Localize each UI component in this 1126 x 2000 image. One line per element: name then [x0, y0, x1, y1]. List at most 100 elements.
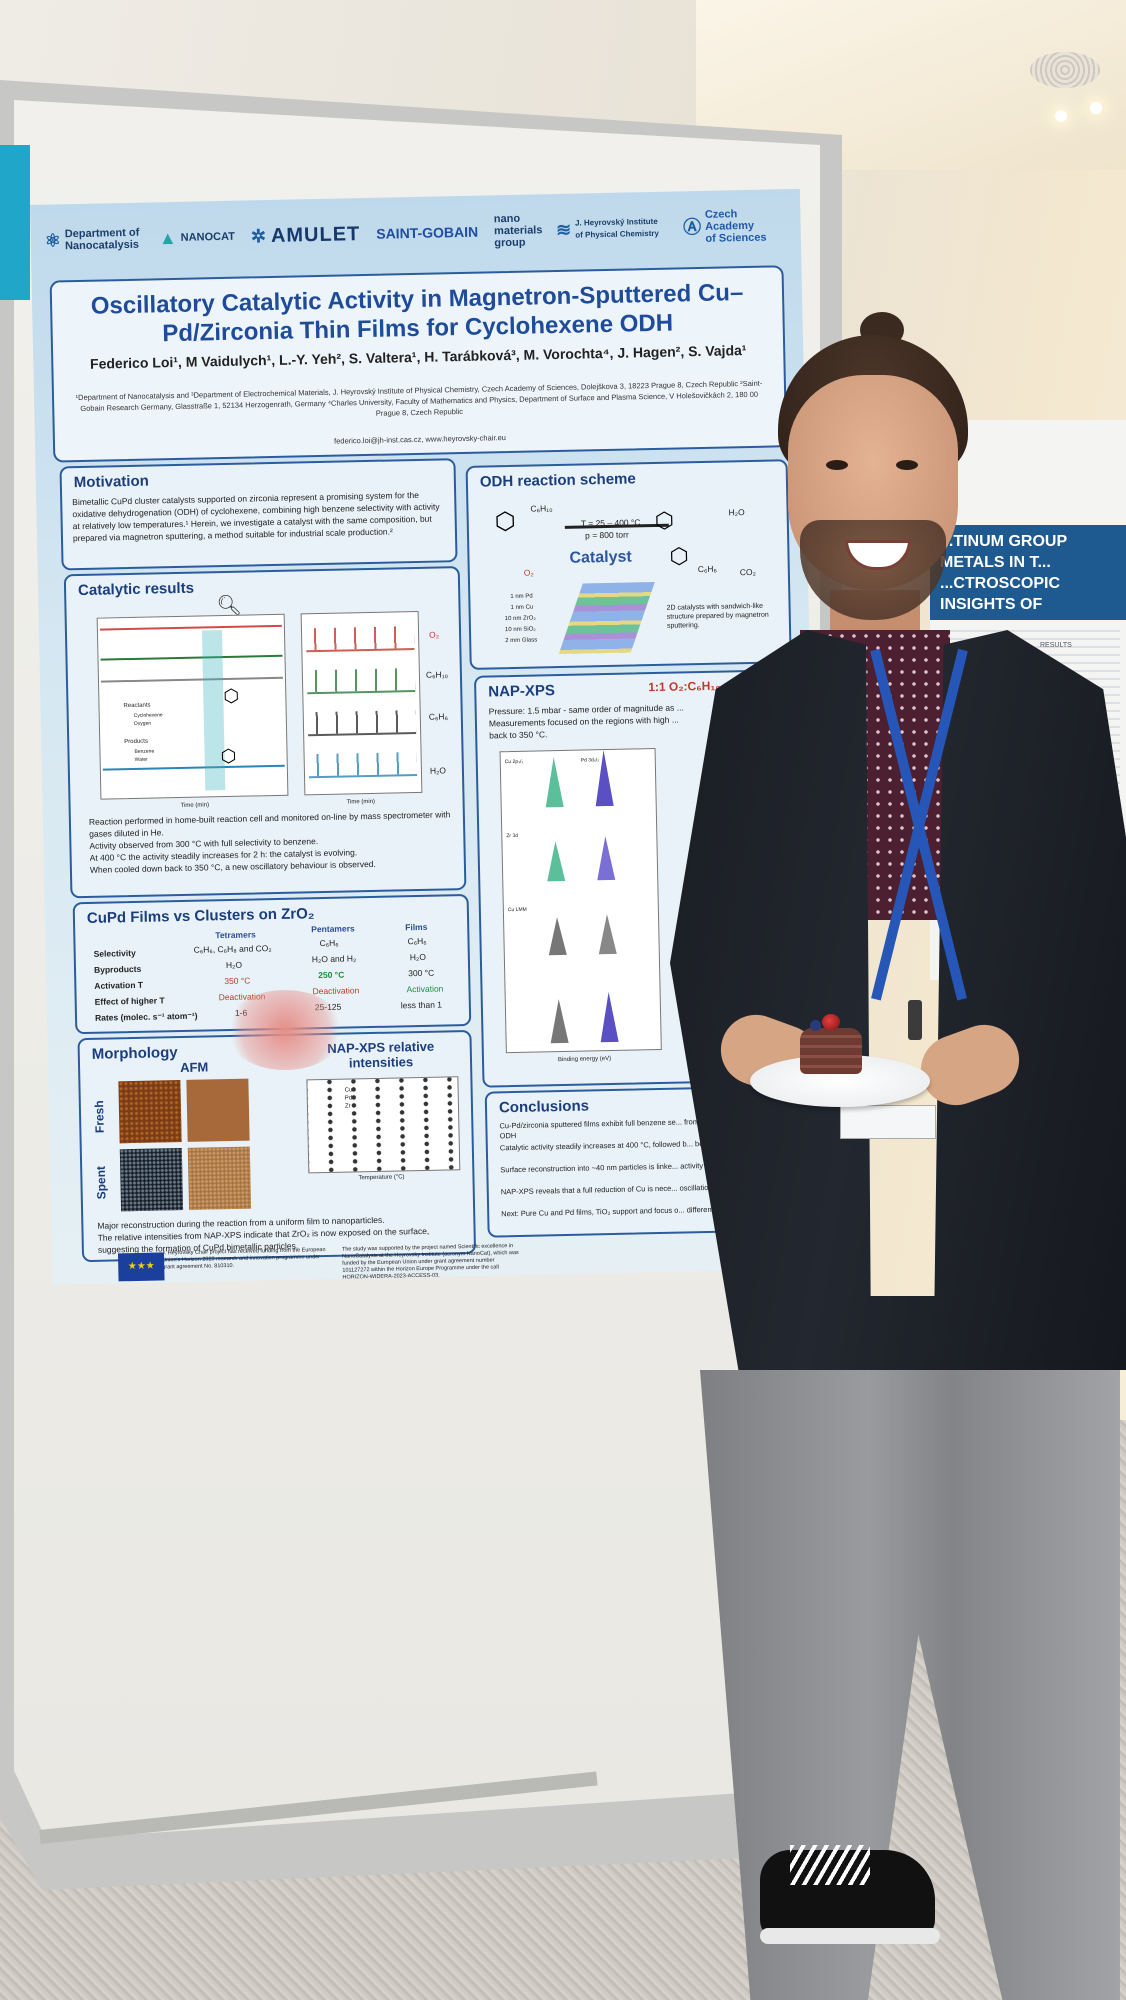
triangle-icon: ▲: [158, 227, 177, 249]
row-label-effect: Effect of higher T: [94, 995, 165, 1007]
beard: [800, 520, 946, 620]
presenter-person: [600, 312, 1126, 2000]
nap-legend-zr: Zr: [344, 1103, 351, 1110]
logo-nanocat-text: NANOCAT: [180, 230, 235, 244]
cupd-heading: CuPd Films vs Clusters on ZrO₂: [86, 905, 315, 927]
oxygen-trace: [100, 676, 283, 683]
logo-cas: Ⓐ Czech Academy of Sciences: [683, 208, 768, 246]
lanyard: [850, 648, 980, 1070]
row-label-byproducts: Byproducts: [93, 963, 142, 975]
xps-panel-label-2: Pd 3d₅/₂: [580, 757, 600, 764]
raspberry: [822, 1014, 840, 1030]
side-label-h2o: H₂O: [429, 765, 447, 776]
o2-oscillation: [305, 626, 415, 653]
oscillation-plot-xlabel: Time (min): [346, 798, 376, 806]
cell-selectivity-tetramers: C₆H₆, C₆H₈ and CO₂: [193, 943, 272, 955]
ceiling-lamp: [1090, 102, 1102, 114]
motivation-box: Motivation Bimetallic CuPd cluster catal…: [59, 458, 458, 571]
c6h6-oscillation: [307, 710, 417, 737]
xps-panel-label-3: Zr 3d: [506, 832, 519, 840]
afm-spent-image-1: [119, 1148, 184, 1212]
ceiling-lamp: [1055, 110, 1067, 122]
afm-fresh-image-2: [186, 1078, 250, 1142]
cell-effect-pentamers: Deactivation: [312, 985, 360, 997]
h2o-oscillation: [308, 752, 418, 779]
light-reflection: [225, 990, 345, 1070]
cell-selectivity-pentamers: C₆H₆: [319, 937, 339, 949]
logo-nanomaterials-text: nano materials group: [493, 212, 543, 250]
water-trace: [102, 764, 285, 771]
logo-saint-gobain: SAINT-GOBAIN: [376, 223, 479, 242]
temperature-trace: [99, 624, 282, 631]
conclusions-heading: Conclusions: [498, 1097, 590, 1117]
catalytic-results-box: Catalytic results 🔍︎ Reactants Products …: [63, 566, 467, 899]
second-poster-results: RESULTS: [1040, 642, 1072, 649]
nap-intensities-xlabel: Temperature (°C): [358, 1174, 405, 1182]
fresh-label: Fresh: [92, 1100, 107, 1134]
cell-rates-films: less than 1: [400, 999, 443, 1011]
col-pentamers: Pentamers: [311, 923, 355, 935]
cyclohexene-trace: [100, 654, 283, 661]
xps-peak: [548, 916, 567, 956]
blueberry: [810, 1020, 821, 1031]
nap-xps-heading: NAP-XPS: [488, 682, 556, 701]
activity-plot-xlabel: Time (min): [180, 802, 210, 809]
left-eye: [826, 460, 848, 470]
xps-peak: [549, 998, 569, 1044]
species-o2: O₂: [523, 567, 534, 578]
logo-amulet-text: AMULET: [270, 223, 361, 247]
afm-fresh-image-1: [118, 1080, 182, 1144]
eu-flag-icon: ★★★: [117, 1252, 165, 1282]
xps-panel-label-4: Cu LMM: [507, 906, 527, 914]
col-tetramers: Tetramers: [215, 929, 256, 941]
cell-activation-tetramers: 350 °C: [224, 975, 251, 987]
benzene-icon: ⬡: [223, 685, 240, 707]
logo-nanocat: ▲ NANOCAT: [158, 227, 235, 249]
motivation-heading: Motivation: [73, 472, 149, 492]
row-label-rates: Rates (molec. s⁻¹ atom⁻¹): [94, 1010, 198, 1023]
second-poster-title: ...TINUM GROUP METALS IN T... ...CTROSCO…: [930, 525, 1126, 620]
legend-water: Water: [134, 756, 148, 763]
lanyard-clip: [908, 1000, 922, 1040]
spent-label: Spent: [93, 1165, 109, 1200]
motivation-text: Bimetallic CuPd cluster catalysts suppor…: [72, 489, 440, 544]
activity-plot: Reactants Products Cyclohexene Oxygen Be…: [96, 613, 289, 800]
logo-cas-text: Czech Academy of Sciences: [704, 208, 767, 245]
logo-saint-gobain-text: SAINT-GOBAIN: [376, 223, 479, 242]
right-eye: [896, 460, 918, 470]
ceiling-vent: [1030, 52, 1100, 88]
chocolate-cake: [800, 1028, 862, 1074]
logo-nanomaterials: nano materials group: [493, 212, 543, 250]
nap-intensities-plot: [306, 1076, 461, 1174]
afm-heading: AFM: [179, 1059, 209, 1076]
cell-byproducts-pentamers: H₂O and H₂: [311, 953, 357, 965]
side-label-o2: O₂: [428, 629, 440, 640]
benzene-icon: ⬡: [220, 745, 237, 767]
cell-byproducts-tetramers: H₂O: [225, 959, 243, 971]
cell-activation-pentamers: 250 °C: [318, 969, 345, 981]
xps-peak: [544, 756, 564, 808]
name-badge: [840, 1105, 936, 1139]
cell-activation-films: 300 °C: [408, 967, 435, 979]
cell-effect-films: Activation: [406, 983, 444, 995]
morphology-heading: Morphology: [91, 1044, 178, 1063]
sneaker-laces: [790, 1845, 870, 1885]
afm-spent-image-2: [187, 1146, 252, 1210]
side-label-c6h6: C₆H₆: [428, 711, 449, 722]
network-icon: ✲: [250, 226, 268, 247]
catalytic-heading: Catalytic results: [77, 579, 195, 600]
cas-icon: Ⓐ: [682, 216, 702, 238]
logo-heyrovsky: ≋ J. Heyrovský Institute of Physical Che…: [556, 216, 668, 242]
legend-oxygen: Oxygen: [133, 720, 152, 727]
oscillation-plot: [300, 610, 423, 796]
cell-byproducts-films: H₂O: [409, 951, 427, 963]
xps-panel-label-1: Cu 2p₃/₂: [504, 758, 524, 766]
eu-funding-text: J. Heyrovsky Chair project has received …: [161, 1247, 326, 1271]
atom-icon: ⚛: [44, 230, 62, 251]
logo-department: ⚛ Department of Nanocatalysis: [44, 227, 143, 253]
sneaker-sole: [760, 1928, 940, 1944]
logo-amulet: ✲ AMULET: [250, 223, 361, 247]
board-number-tab: [0, 145, 30, 300]
benzene-icon: ⬡: [494, 507, 516, 536]
col-films: Films: [405, 921, 428, 933]
